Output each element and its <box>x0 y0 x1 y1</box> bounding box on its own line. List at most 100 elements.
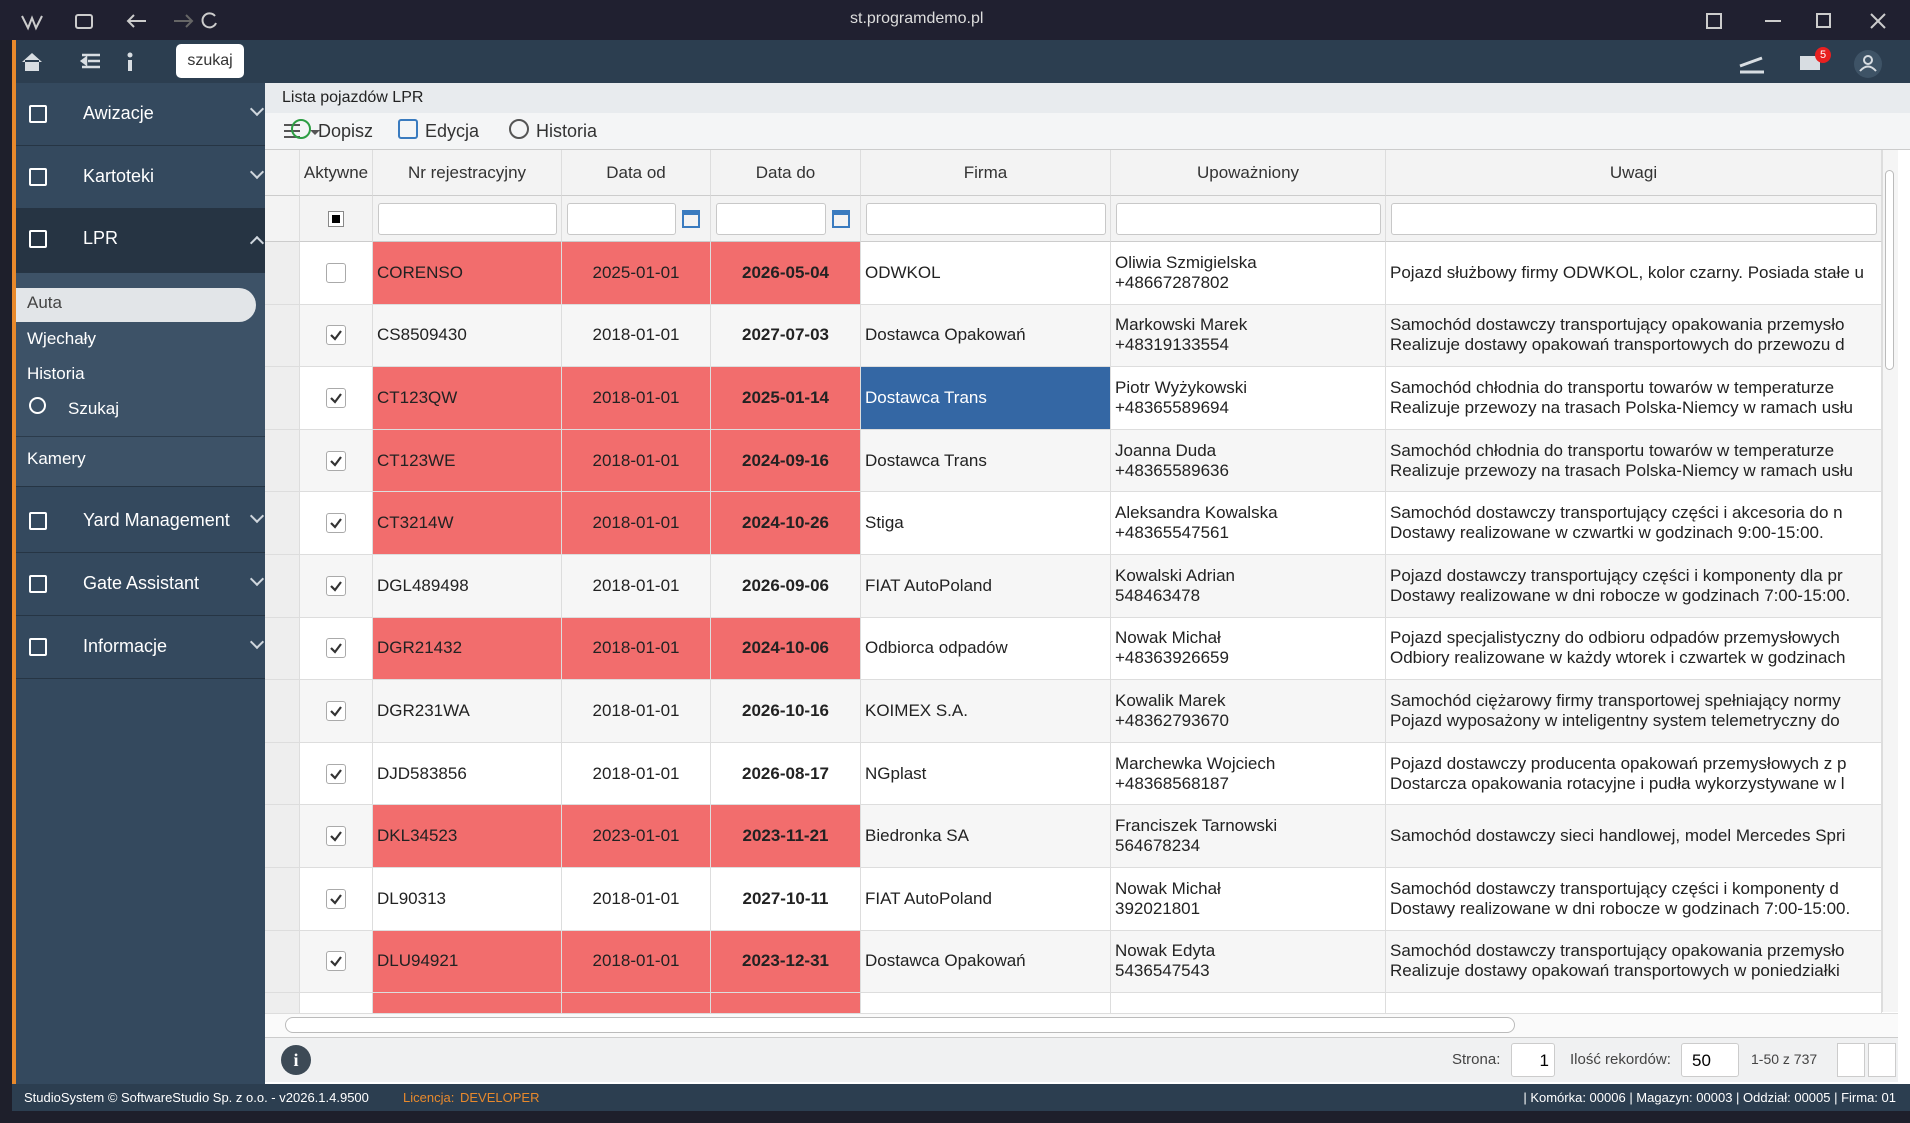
cell[interactable]: KOIMEX S.A. <box>861 680 1111 743</box>
cell[interactable]: Kowalik Marek +48362793670 <box>1111 680 1386 743</box>
cell[interactable]: DGR21432 <box>373 617 562 681</box>
active-checkbox[interactable] <box>326 700 346 721</box>
cell[interactable]: 2023-01-01 <box>562 805 711 868</box>
cell[interactable]: CS8509430 <box>373 304 562 368</box>
cell[interactable]: DL90313 <box>373 868 562 931</box>
cell[interactable]: NGplast <box>861 742 1111 806</box>
toolbar-icon[interactable] <box>509 119 529 139</box>
cell[interactable]: 2018-01-01 <box>562 868 711 931</box>
active-checkbox[interactable] <box>326 951 346 972</box>
cell[interactable]: Kowalski Adrian 548463478 <box>1111 555 1386 618</box>
cell[interactable]: Samochód dostawczy sieci handlowej, mode… <box>1386 805 1882 868</box>
prev-button[interactable] <box>1837 1043 1865 1077</box>
submenu-item[interactable]: Auta <box>27 293 62 312</box>
toolbar-icon[interactable] <box>291 119 311 139</box>
cell[interactable]: Joanna Duda +48365589636 <box>1111 429 1386 493</box>
filter-input[interactable] <box>378 203 557 235</box>
cell[interactable]: FIAT AutoPoland <box>861 555 1111 618</box>
cell[interactable]: 2018-01-01 <box>562 304 711 368</box>
cell[interactable]: 2018-01-01 <box>562 492 711 555</box>
cell[interactable]: Pojazd dostawczy producenta opakowań prz… <box>1386 742 1882 806</box>
column-header[interactable]: Firma <box>861 150 1111 196</box>
cell[interactable]: Piotr Wyżykowski +48365589694 <box>1111 367 1386 430</box>
cell[interactable]: 2018-01-01 <box>562 930 711 994</box>
cell[interactable]: Samochód dostawczy transportujący części… <box>1386 868 1882 931</box>
cell[interactable]: Pojazd służbowy firmy ODWKOL, kolor czar… <box>1386 242 1882 305</box>
cell[interactable]: 2018-01-01 <box>562 742 711 806</box>
cell[interactable]: DLU94921 <box>373 930 562 994</box>
cell[interactable]: 2023-12-31 <box>711 930 861 994</box>
cell[interactable]: 2026-10-16 <box>711 680 861 743</box>
cell[interactable]: Samochód chłodnia do transportu towarów … <box>1386 429 1882 493</box>
cell[interactable]: 2026-08-17 <box>711 742 861 806</box>
calendar-icon[interactable] <box>682 210 700 228</box>
cell[interactable]: DGR231WA <box>373 680 562 743</box>
cell[interactable]: Oliwia Szmigielska +48667287802 <box>1111 242 1386 305</box>
active-checkbox[interactable] <box>326 262 346 283</box>
h-thumb[interactable] <box>285 1017 1515 1033</box>
cell[interactable]: DGL489498 <box>373 555 562 618</box>
cell[interactable]: 2024-10-26 <box>711 492 861 555</box>
active-checkbox[interactable] <box>326 888 346 909</box>
filter-input[interactable] <box>567 203 676 235</box>
cell[interactable]: 2018-01-01 <box>562 367 711 430</box>
filter-checkbox[interactable] <box>328 211 344 227</box>
menu-label[interactable]: Kamery <box>27 449 86 468</box>
cell[interactable]: 2025-01-01 <box>562 242 711 305</box>
column-header[interactable]: Data do <box>711 150 861 196</box>
filter-input[interactable] <box>866 203 1106 235</box>
submenu-item[interactable]: Szukaj <box>68 399 120 418</box>
menu-section[interactable]: LPR <box>16 208 265 273</box>
page-input[interactable]: 1 <box>1511 1043 1555 1077</box>
cell[interactable]: DKL34523 <box>373 805 562 868</box>
toolbar-button[interactable]: Edycja <box>425 121 480 141</box>
menu-section[interactable]: Awizacje <box>16 83 265 146</box>
v-thumb[interactable] <box>1885 170 1894 370</box>
toolbar-button[interactable]: Dopisz <box>318 121 374 141</box>
active-checkbox[interactable] <box>326 826 346 847</box>
cell[interactable]: 2026-09-06 <box>711 555 861 618</box>
submenu-item[interactable]: Historia <box>27 364 85 383</box>
cell[interactable]: Nowak Edyta 5436547543 <box>1111 930 1386 994</box>
cell[interactable]: 2024-10-06 <box>711 617 861 681</box>
cell[interactable]: 2024-09-16 <box>711 429 861 493</box>
active-checkbox[interactable] <box>326 325 346 346</box>
cell[interactable]: CT3214W <box>373 492 562 555</box>
info-button[interactable]: i <box>281 1045 311 1075</box>
cell[interactable]: 2018-01-01 <box>562 680 711 743</box>
column-header[interactable]: Nr rejestracyjny <box>373 150 562 196</box>
cell[interactable]: Odbiorca odpadów <box>861 617 1111 681</box>
submenu-item[interactable]: Wjechały <box>27 329 96 348</box>
cell[interactable]: 2027-10-11 <box>711 868 861 931</box>
next-button[interactable] <box>1868 1043 1896 1077</box>
active-checkbox[interactable] <box>326 638 346 659</box>
cell[interactable]: 2023-11-21 <box>711 805 861 868</box>
menu-section[interactable]: Yard Management <box>16 490 265 553</box>
cell[interactable]: ODWKOL <box>861 242 1111 305</box>
active-checkbox[interactable] <box>326 387 346 408</box>
cell[interactable]: Pojazd dostawczy transportujący części i… <box>1386 555 1882 618</box>
cell[interactable]: CT123QW <box>373 367 562 430</box>
column-header[interactable]: Uwagi <box>1386 150 1882 196</box>
cell[interactable]: CORENSO <box>373 242 562 305</box>
column-header[interactable]: Data od <box>562 150 711 196</box>
menu-section[interactable]: Gate Assistant <box>16 553 265 616</box>
cell[interactable]: Dostawca Opakowań <box>861 304 1111 368</box>
column-header[interactable]: Upoważniony <box>1111 150 1386 196</box>
cell[interactable]: Markowski Marek +48319133554 <box>1111 304 1386 368</box>
cell[interactable]: Samochód ciężarowy firmy transportowej s… <box>1386 680 1882 743</box>
active-checkbox[interactable] <box>326 763 346 784</box>
cell[interactable]: 2018-01-01 <box>562 429 711 493</box>
cell[interactable]: Samochód dostawczy transportujący opakow… <box>1386 304 1882 368</box>
cell[interactable]: Samochód dostawczy transportujący części… <box>1386 492 1882 555</box>
menu-section[interactable]: Informacje <box>16 616 265 679</box>
cell[interactable]: Biedronka SA <box>861 805 1111 868</box>
menu-section[interactable]: Kartoteki <box>16 146 265 209</box>
cell[interactable]: Marchewka Wojciech +48368568187 <box>1111 742 1386 806</box>
cell[interactable]: Nowak Michał 392021801 <box>1111 868 1386 931</box>
active-checkbox[interactable] <box>326 513 346 534</box>
cell[interactable]: Aleksandra Kowalska +48365547561 <box>1111 492 1386 555</box>
count-select[interactable]: 50 <box>1681 1043 1739 1077</box>
active-checkbox[interactable] <box>326 450 346 471</box>
toolbar-button[interactable]: Historia <box>536 121 598 141</box>
